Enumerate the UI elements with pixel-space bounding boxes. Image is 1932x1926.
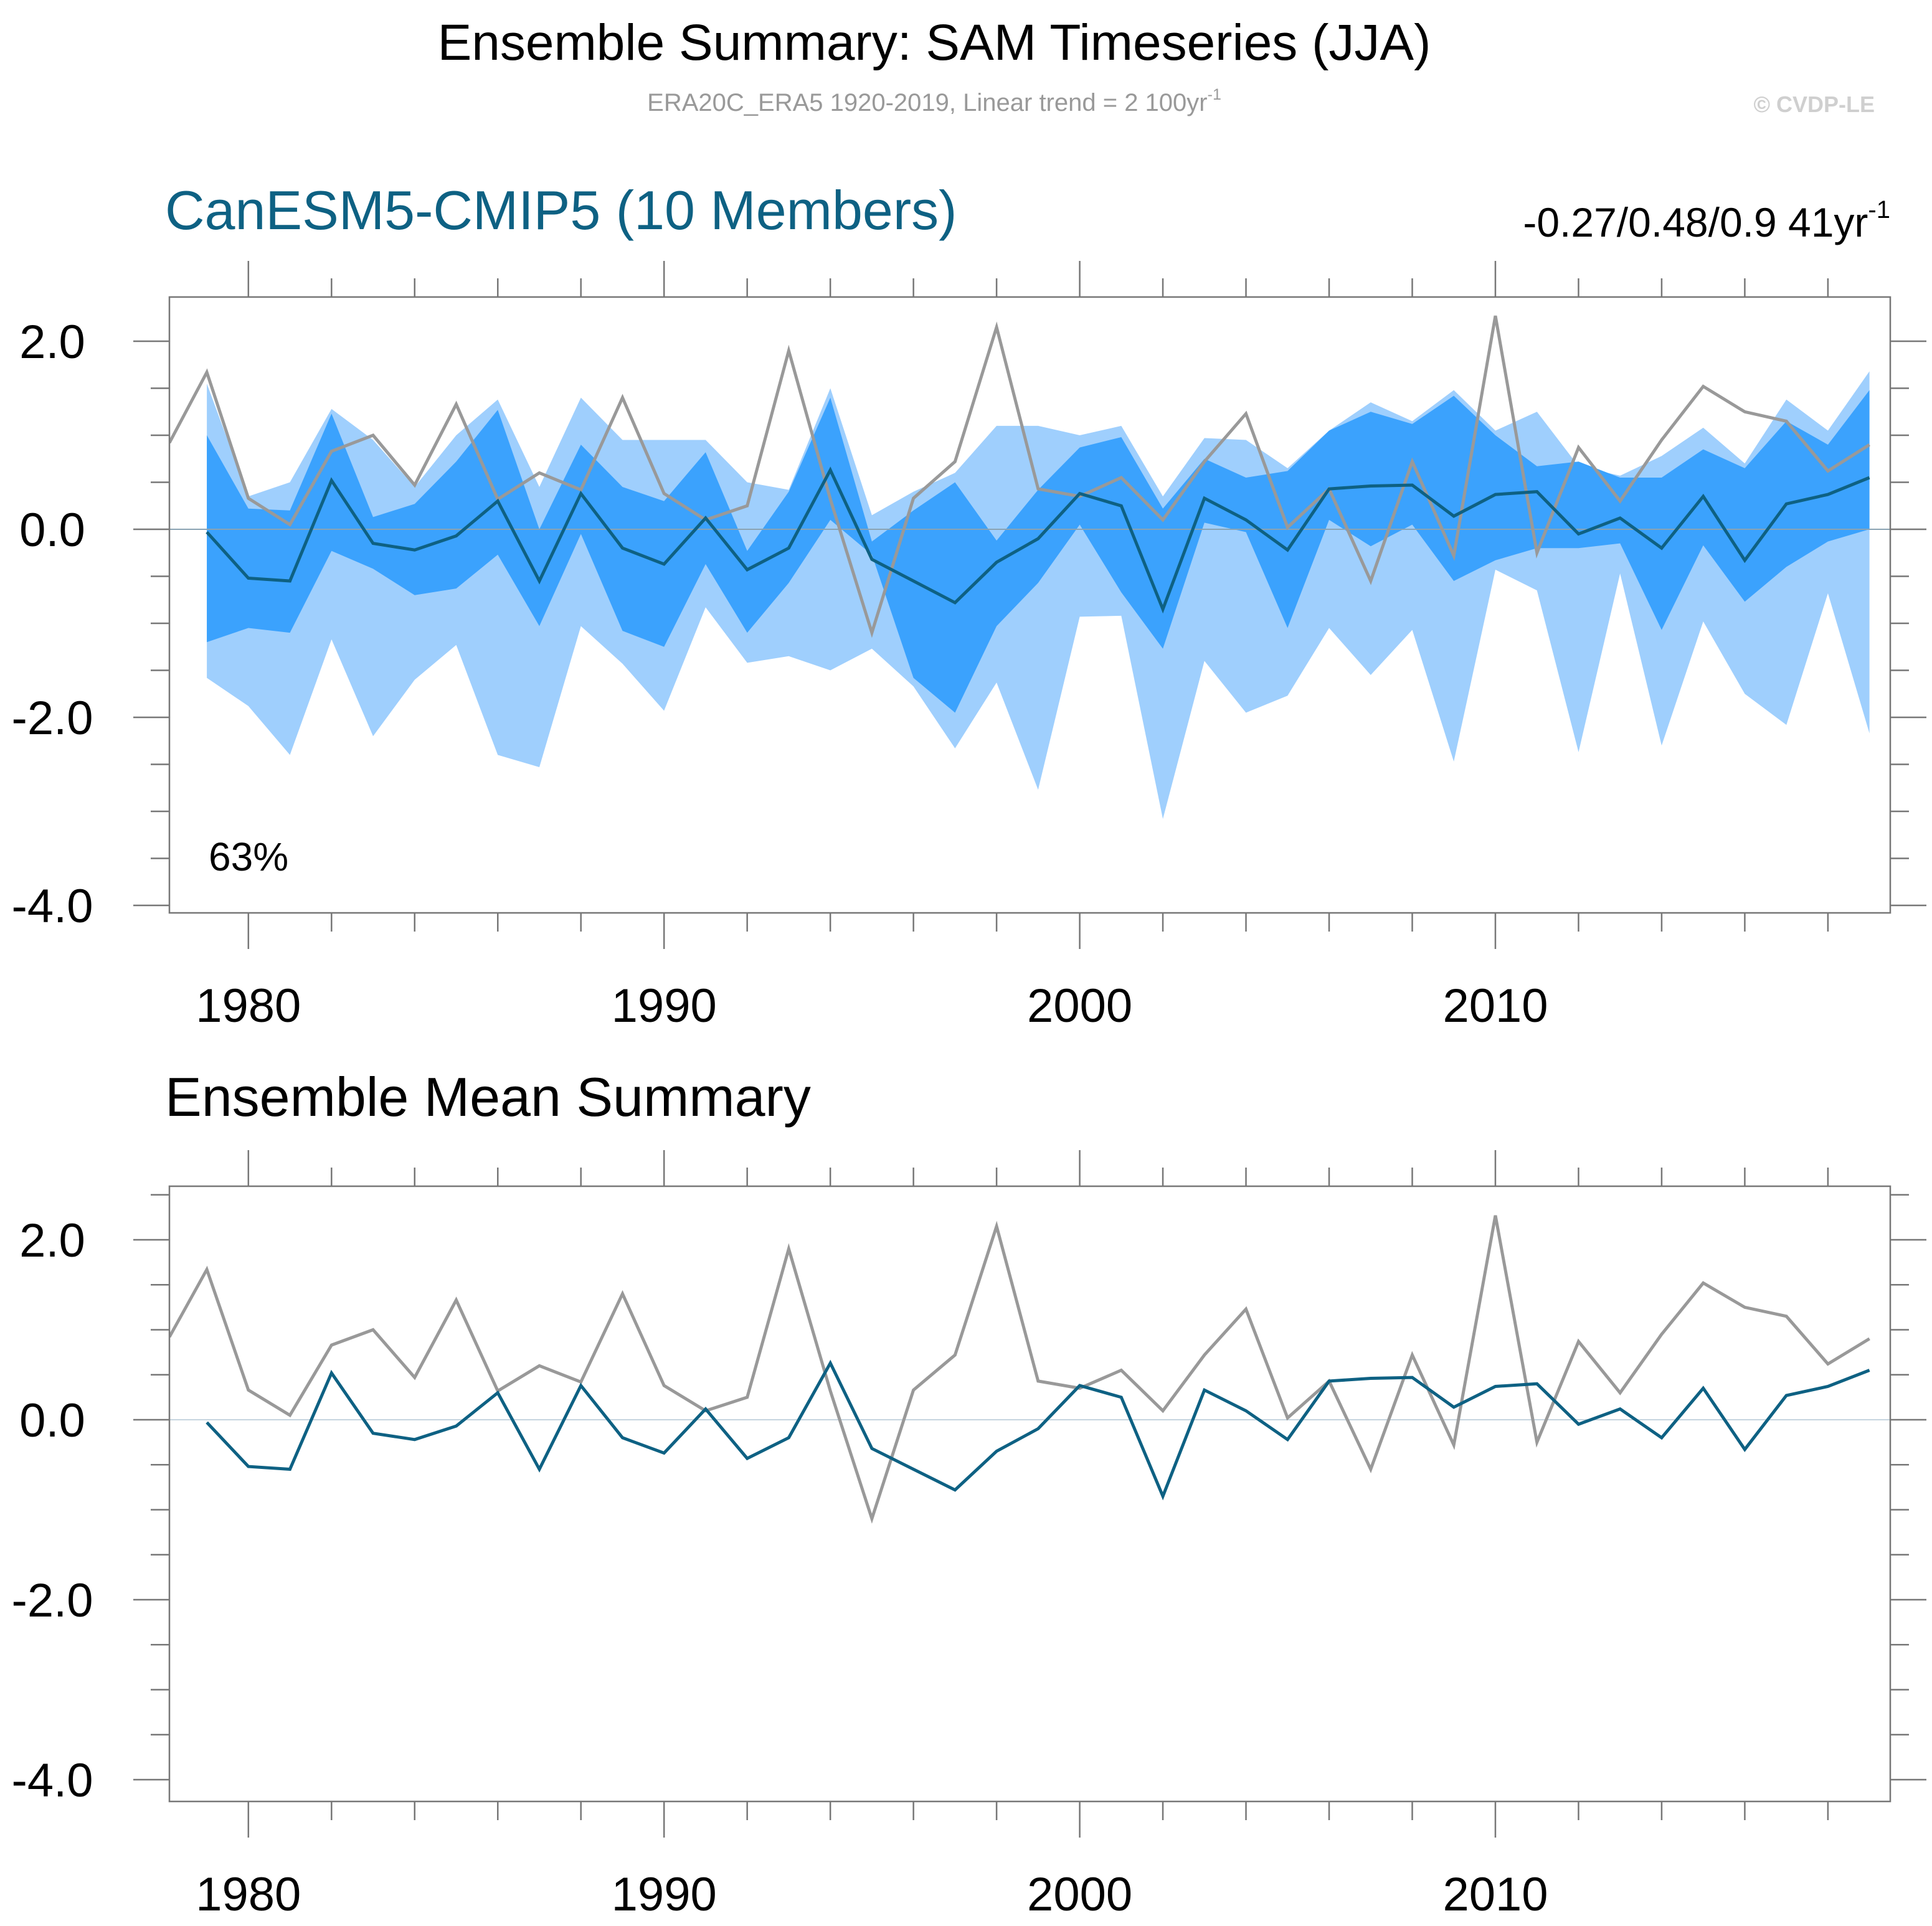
figure-title: Ensemble Summary: SAM Timeseries (JJA) — [438, 14, 1431, 71]
y-tick-label: -2.0 — [12, 692, 93, 745]
ensemble-panel-title: CanESM5-CMIP5 (10 Members) — [165, 179, 957, 241]
x-tick-label: 2010 — [1442, 980, 1548, 1032]
x-tick-label: 1980 — [196, 1868, 301, 1921]
figure-subtitle: ERA20C_ERA5 1920-2019, Linear trend = 2 … — [647, 86, 1221, 116]
mean-panel-title: Ensemble Mean Summary — [165, 1066, 811, 1128]
x-tick-label: 1990 — [612, 1868, 717, 1921]
plot-content — [169, 1215, 1890, 1524]
y-tick-label: -2.0 — [12, 1574, 93, 1627]
observed-line — [169, 315, 1870, 638]
y-tick-label: 2.0 — [19, 1214, 85, 1267]
figure-subtitle-superscript: -1 — [1208, 86, 1221, 103]
ensemble-panel: CanESM5-CMIP5 (10 Members) -0.27/0.48/0.… — [12, 179, 1926, 1032]
y-tick-label: -4.0 — [12, 880, 93, 933]
x-tick-label: 1990 — [612, 980, 717, 1032]
x-tick-label: 2000 — [1027, 1868, 1132, 1921]
percentage-annotation: 63% — [209, 834, 288, 879]
plot-frame — [168, 1185, 1892, 1803]
figure-subtitle-text: ERA20C_ERA5 1920-2019, Linear trend = 2 … — [647, 89, 1207, 116]
inner-spread-band — [207, 390, 1870, 713]
plot-content — [169, 315, 1890, 819]
y-tick-label: 0.0 — [19, 1394, 85, 1447]
mean-plot-area: 1980 1990 2000 2010 -4.0 -2.0 0.0 2.0 — [12, 1150, 1926, 1921]
trend-label-text: -0.27/0.48/0.9 41yr — [1523, 199, 1868, 245]
y-tick-label: 0.0 — [19, 504, 85, 557]
x-tick-label: 2010 — [1442, 1868, 1548, 1921]
ensemble-plot-area: 1980 1990 2000 2010 -4.0 -2.0 0.0 2.0 — [12, 261, 1926, 1032]
y-tick-label: 2.0 — [19, 316, 85, 369]
mean-panel: Ensemble Mean Summary 1980 1990 2000 2010 -4… — [12, 1066, 1926, 1921]
ensemble-mean-line — [206, 1359, 1870, 1501]
plot-frame — [168, 296, 1892, 914]
copyright-label: © CVDP-LE — [1753, 92, 1875, 117]
trend-label-superscript: -1 — [1868, 196, 1890, 224]
x-tick-label: 1980 — [196, 980, 301, 1032]
x-tick-label: 2000 — [1027, 980, 1132, 1032]
y-tick-label: -4.0 — [12, 1754, 93, 1807]
trend-label: -0.27/0.48/0.9 41yr-1 — [1523, 196, 1890, 245]
observed-line — [169, 1215, 1870, 1524]
ensemble-mean-line — [206, 466, 1870, 614]
